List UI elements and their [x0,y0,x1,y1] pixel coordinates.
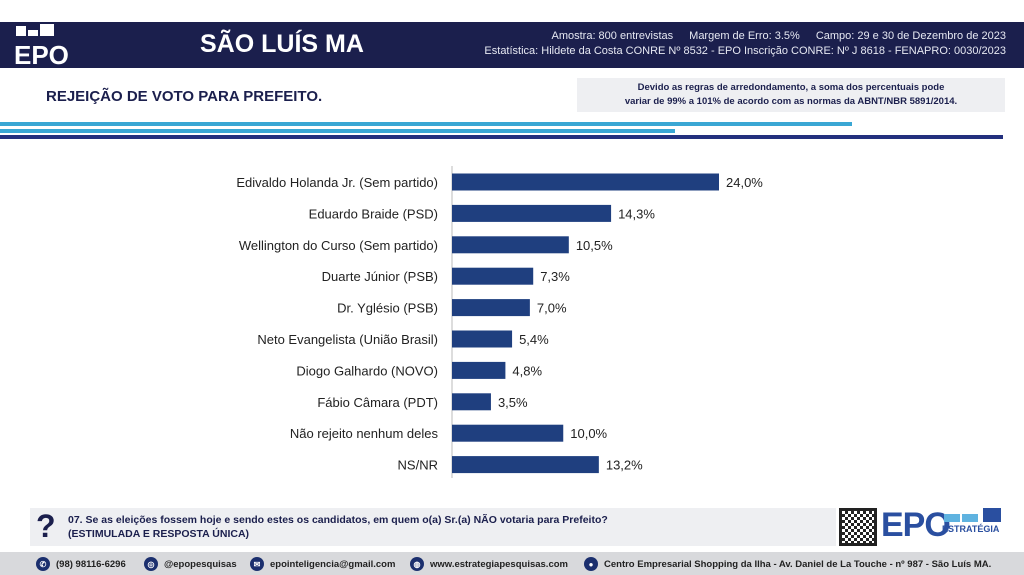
bar [452,236,569,254]
header-band: EPO SÃO LUÍS MA Amostra: 800 entrevistas… [0,22,1024,68]
margin: Margem de Erro: 3.5% [689,30,800,42]
brand-logo: EPO [881,506,951,544]
logo-square [983,508,1001,522]
bar-chart: Edivaldo Holanda Jr. (Sem partido) 24,0% E… [236,166,763,478]
instagram[interactable]: @epopesquisas [164,558,237,570]
globe-icon: ◍ [410,557,424,571]
category-label: Não rejeito nenhum deles [290,426,439,441]
bar [452,267,534,285]
footer: ✆ (98) 98116-6296 ◎ @epopesquisas ✉ epointe… [0,552,1024,575]
data-label: 10,5% [576,238,613,253]
category-label: Diogo Galhardo (NOVO) [296,363,438,378]
page-title: REJEIÇÃO DE VOTO PARA PREFEITO. [46,88,323,105]
divider [0,129,675,133]
bar [452,424,564,442]
email-icon: ✉ [250,557,264,571]
bar [452,204,612,222]
data-label: 5,4% [519,332,549,347]
email[interactable]: epointeligencia@gmail.com [270,558,396,570]
category-label: Fábio Câmara (PDT) [317,395,438,410]
bar [452,173,719,191]
question-line: 07. Se as eleições fossem hoje e sendo e… [68,514,608,526]
location-icon: ● [584,557,598,571]
data-label: 24,0% [726,175,763,190]
note-line: Devido as regras de arredondamento, a so… [637,82,945,93]
bar [452,330,513,348]
data-label: 14,3% [618,206,655,221]
category-label: Wellington do Curso (Sem partido) [239,238,438,253]
data-label: 4,8% [512,363,542,378]
address: Centro Empresarial Shopping da Ilha - Av… [604,558,992,570]
data-label: 10,0% [570,426,607,441]
rounding-note: Devido as regras de arredondamento, a so… [577,78,1005,112]
bar [452,393,491,411]
question-line: (ESTIMULADA E RESPOSTA ÚNICA) [68,528,250,540]
survey-meta: Amostra: 800 entrevistas Margem de Erro: … [484,29,1006,59]
bar [452,361,506,379]
svg-text:EPO: EPO [14,40,69,66]
category-label: Dr. Yglésio (PSB) [337,301,438,316]
data-label: 7,0% [537,301,567,316]
stats-line: Estatística: Hildete da Costa CONRE Nº 8… [484,45,1006,57]
bar [452,299,530,317]
logo-square [962,514,978,522]
divider [0,122,852,126]
question-text: 07. Se as eleições fossem hoje e sendo e… [68,513,608,541]
note-line: variar de 99% a 101% de acordo com as no… [624,96,958,107]
data-label: 7,3% [540,269,570,284]
data-label: 3,5% [498,395,528,410]
instagram-icon: ◎ [144,557,158,571]
qr-code-icon[interactable] [839,508,877,546]
divider [0,135,1003,139]
bar [452,456,599,474]
category-label: Neto Evangelista (União Brasil) [257,332,438,347]
brand-sub: ESTRATÉGIA [942,524,1000,534]
question-box [30,508,836,546]
phone-icon: ✆ [36,557,50,571]
question-mark-icon: ? [36,508,56,544]
city-title: SÃO LUÍS MA [200,30,364,58]
field-dates: Campo: 29 e 30 de Dezembro de 2023 [815,30,1006,42]
category-label: Eduardo Braide (PSD) [309,206,438,221]
category-label: NS/NR [398,458,438,473]
logo-square [944,514,960,522]
category-label: Duarte Júnior (PSB) [322,269,438,284]
data-label: 13,2% [606,458,643,473]
sample: Amostra: 800 entrevistas [551,30,674,42]
epo-logo: EPO [14,24,69,66]
category-label: Edivaldo Holanda Jr. (Sem partido) [236,175,438,190]
phone: (98) 98116-6296 [56,558,126,570]
website[interactable]: www.estrategiapesquisas.com [430,558,568,570]
